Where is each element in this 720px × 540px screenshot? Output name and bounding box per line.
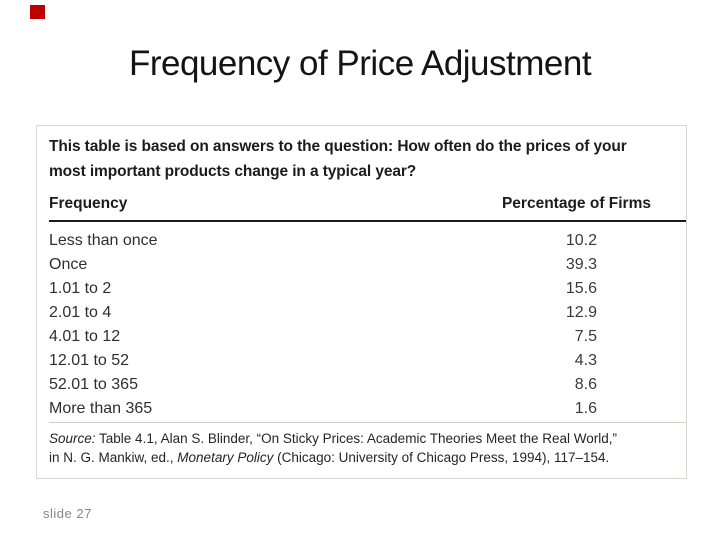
percentage-cell: 12.9 [565, 304, 597, 321]
source-note: Source: Table 4.1, Alan S. Blinder, “On … [49, 429, 617, 467]
frequency-cell: Once [49, 256, 88, 273]
table-row: Less than once 10.2 [37, 229, 686, 253]
accent-square-decoration [30, 5, 45, 19]
column-header-frequency: Frequency [49, 195, 128, 212]
source-note-line1: Source: Table 4.1, Alan S. Blinder, “On … [49, 429, 617, 448]
source-italic-title: Monetary Policy [177, 450, 274, 465]
source-text2: in N. G. Mankiw, ed., [49, 450, 178, 465]
percentage-cell: 1.6 [574, 400, 597, 417]
table-rows: Less than once 10.2 Once 39.3 1.01 to 2 … [37, 229, 686, 421]
frequency-cell: 4.01 to 12 [49, 328, 121, 345]
table-caption: This table is based on answers to the qu… [49, 134, 627, 184]
table-row: More than 365 1.6 [37, 397, 686, 421]
percentage-cell: 4.3 [574, 352, 597, 369]
table-row: Once 39.3 [37, 253, 686, 277]
frequency-cell: 52.01 to 365 [49, 376, 138, 393]
column-header-percentage: Percentage of Firms [501, 195, 651, 212]
source-text1: Table 4.1, Alan S. Blinder, “On Sticky P… [95, 431, 618, 446]
table-caption-line1: This table is based on answers to the qu… [49, 138, 627, 155]
source-label: Source: [49, 431, 96, 446]
slide-title: Frequency of Price Adjustment [128, 44, 592, 83]
footer-divider-rule [49, 422, 686, 423]
percentage-cell: 39.3 [565, 256, 597, 273]
table-row: 4.01 to 12 7.5 [37, 325, 686, 349]
source-note-line2: in N. G. Mankiw, ed., Monetary Policy (C… [49, 448, 617, 467]
frequency-cell: Less than once [49, 232, 158, 249]
percentage-cell: 8.6 [574, 376, 597, 393]
source-text3: (Chicago: University of Chicago Press, 1… [273, 450, 610, 465]
frequency-cell: 2.01 to 4 [49, 304, 112, 321]
table-caption-line2: most important products change in a typi… [49, 163, 417, 180]
frequency-cell: More than 365 [49, 400, 153, 417]
table-row: 52.01 to 365 8.6 [37, 373, 686, 397]
percentage-cell: 15.6 [565, 280, 597, 297]
header-divider-rule [49, 220, 686, 222]
table-row: 2.01 to 4 12.9 [37, 301, 686, 325]
data-table: This table is based on answers to the qu… [36, 125, 687, 479]
frequency-cell: 12.01 to 52 [49, 352, 130, 369]
table-row: 1.01 to 2 15.6 [37, 277, 686, 301]
slide-number: slide 27 [43, 506, 92, 521]
percentage-cell: 7.5 [574, 328, 597, 345]
frequency-cell: 1.01 to 2 [49, 280, 112, 297]
table-row: 12.01 to 52 4.3 [37, 349, 686, 373]
percentage-cell: 10.2 [565, 232, 597, 249]
